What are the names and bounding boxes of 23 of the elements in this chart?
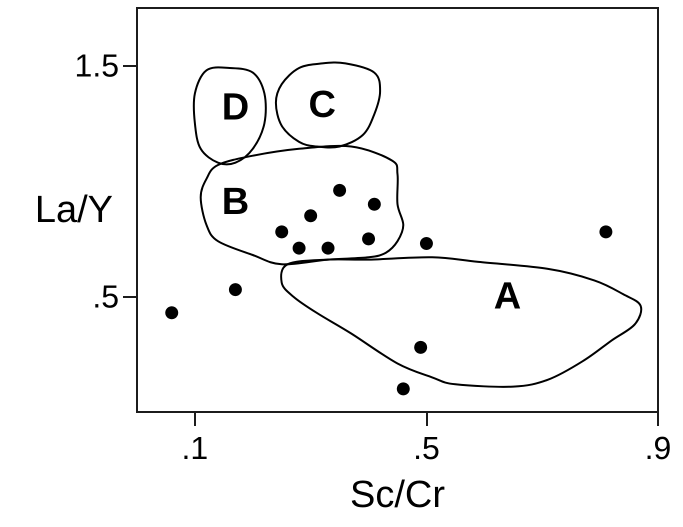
point	[333, 184, 346, 197]
x-tick-label: .5	[413, 430, 440, 466]
point	[368, 198, 381, 211]
annotation: A	[494, 276, 522, 318]
annotation: B	[222, 180, 250, 223]
x-tick-label: .1	[182, 430, 208, 466]
y-axis-title: La/Y	[34, 189, 113, 231]
point	[396, 382, 410, 396]
point	[165, 306, 178, 320]
point	[414, 340, 428, 354]
x-axis-title: Sc/Cr	[350, 474, 446, 516]
point	[362, 232, 376, 246]
annotation: D	[222, 86, 250, 128]
x-tick-label: .9	[644, 430, 672, 466]
point	[292, 242, 306, 255]
point	[228, 283, 242, 296]
point	[275, 225, 288, 238]
point	[322, 242, 335, 255]
annotation: C	[308, 84, 336, 126]
point	[304, 209, 318, 222]
point	[599, 225, 612, 238]
y-tick-label: 1.5	[74, 48, 119, 84]
point	[420, 236, 433, 250]
